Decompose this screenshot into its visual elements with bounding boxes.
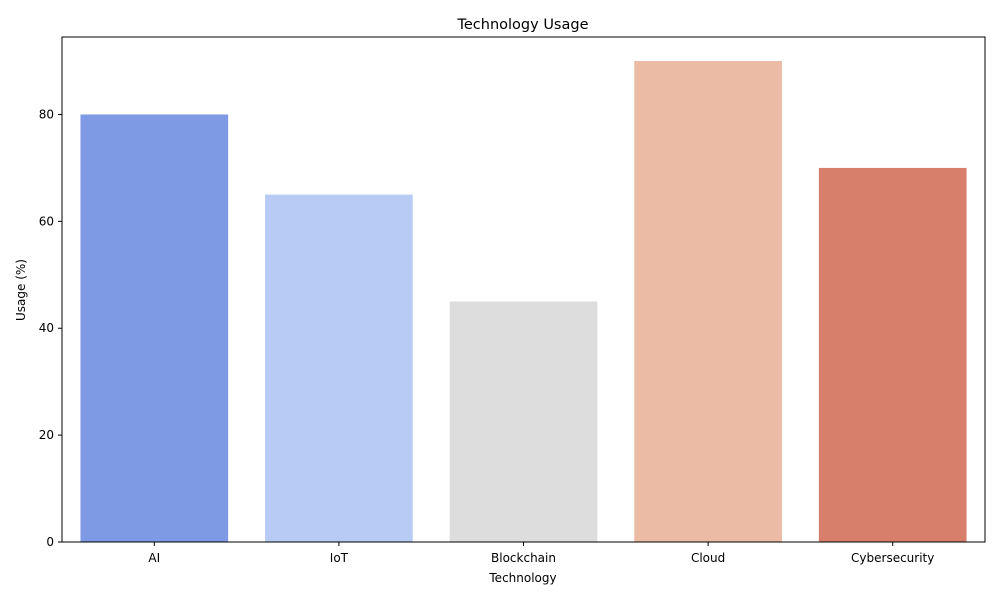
bars-group <box>80 61 967 543</box>
x-tick-label-cloud: Cloud <box>691 551 725 565</box>
y-axis-title: Usage (%) <box>14 259 28 321</box>
bar-cybersecurity <box>818 167 967 543</box>
y-tick-label-80: 80 <box>39 107 54 121</box>
y-tick-label-40: 40 <box>39 321 54 335</box>
bar-blockchain <box>449 301 598 542</box>
x-tick-label-cybersecurity: Cybersecurity <box>851 551 934 565</box>
x-axis-ticks: AI IoT Blockchain Cloud Cybersecurity <box>148 542 934 565</box>
bar-cloud <box>634 61 782 543</box>
y-tick-label-0: 0 <box>46 535 54 549</box>
x-tick-label-ai: AI <box>148 551 160 565</box>
x-axis-title: Technology <box>488 571 556 585</box>
y-tick-label-60: 60 <box>39 214 54 228</box>
bar-ai <box>80 114 229 543</box>
y-tick-label-20: 20 <box>39 428 54 442</box>
chart-title: Technology Usage <box>456 17 588 33</box>
x-tick-label-blockchain: Blockchain <box>491 551 556 565</box>
x-tick-label-iot: IoT <box>330 551 349 565</box>
bar-iot <box>265 194 413 542</box>
y-axis-ticks: 0 20 40 60 80 <box>39 107 62 549</box>
plot-frame <box>61 36 986 543</box>
